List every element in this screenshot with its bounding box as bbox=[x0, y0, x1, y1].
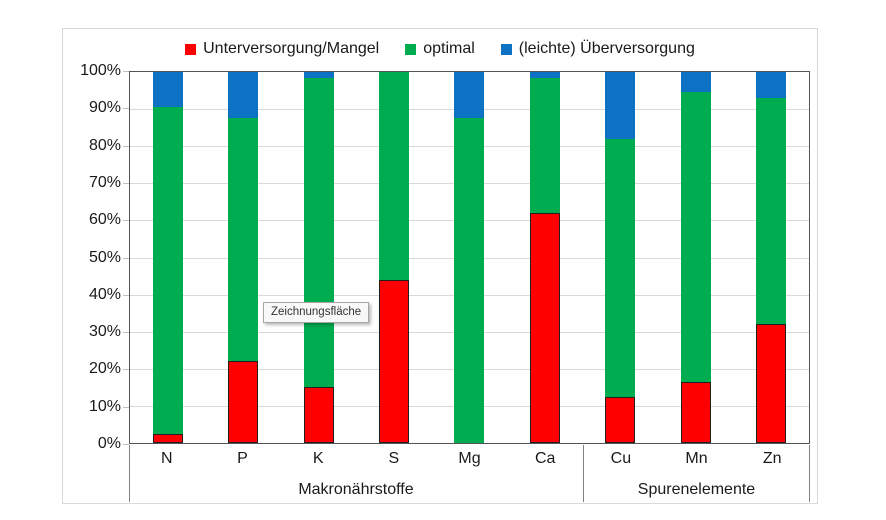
bars-container bbox=[130, 72, 809, 443]
x-axis-label-Zn: Zn bbox=[762, 450, 782, 467]
y-axis-tickmark bbox=[123, 294, 129, 296]
y-axis: 0% 10% 20% 30% 40% 50% 60% 70% 80% 90% 100% bbox=[63, 62, 121, 452]
bar-Mn[interactable] bbox=[680, 72, 711, 443]
bar-N[interactable] bbox=[152, 72, 183, 443]
y-axis-label: 20% bbox=[88, 360, 121, 378]
legend-item-0[interactable]: Unterversorgung/Mangel bbox=[185, 40, 379, 58]
bar-Mg[interactable] bbox=[454, 72, 485, 443]
bar-segment-K[interactable] bbox=[303, 77, 334, 388]
group-label: Spurenelemente bbox=[637, 481, 756, 498]
y-axis-label: 100% bbox=[80, 62, 121, 79]
x-axis-label-Cu: Cu bbox=[610, 450, 632, 467]
y-axis-label: 90% bbox=[88, 99, 121, 117]
y-axis-label: 10% bbox=[88, 397, 121, 415]
bar-segment-K[interactable] bbox=[303, 387, 334, 443]
bar-segment-S[interactable] bbox=[379, 72, 410, 280]
bar-segment-Zn[interactable] bbox=[756, 72, 787, 98]
bar-slot-S bbox=[356, 72, 431, 443]
bar-P[interactable] bbox=[228, 72, 259, 443]
y-axis-tickmark bbox=[123, 332, 129, 334]
y-axis-tickmark bbox=[123, 145, 129, 147]
bar-segment-P[interactable] bbox=[228, 118, 259, 362]
bar-slot-K bbox=[281, 72, 356, 443]
bar-segment-K[interactable] bbox=[303, 72, 334, 78]
y-axis-label: 70% bbox=[88, 173, 121, 191]
legend-label: Unterversorgung/Mangel bbox=[203, 40, 380, 57]
plot-area[interactable] bbox=[129, 71, 810, 444]
y-axis-label: 60% bbox=[88, 211, 121, 229]
bar-slot-Mn bbox=[658, 72, 733, 443]
bar-Cu[interactable] bbox=[605, 72, 636, 443]
bar-segment-Mn[interactable] bbox=[680, 92, 711, 382]
chart-legend: Unterversorgung/Mangel optimal (leichte) Ü… bbox=[63, 40, 817, 58]
y-axis-tickmark bbox=[123, 406, 129, 408]
bar-segment-Mg[interactable] bbox=[454, 72, 485, 119]
bar-segment-Ca[interactable] bbox=[529, 72, 560, 78]
bar-Zn[interactable] bbox=[756, 72, 787, 443]
bar-slot-Cu bbox=[583, 72, 658, 443]
y-axis-label: 80% bbox=[88, 136, 121, 154]
legend-item-1[interactable]: optimal bbox=[405, 40, 475, 58]
bar-segment-P[interactable] bbox=[228, 72, 259, 119]
legend-item-2[interactable]: (leichte) Überversorgung bbox=[500, 40, 695, 58]
legend-label: (leichte) Überversorgung bbox=[518, 40, 695, 57]
bar-segment-Ca[interactable] bbox=[529, 212, 560, 443]
bar-segment-N[interactable] bbox=[152, 433, 183, 443]
legend-swatch-icon bbox=[500, 43, 512, 55]
bar-slot-Ca bbox=[507, 72, 582, 443]
y-axis-label: 30% bbox=[88, 323, 121, 341]
y-axis-label: 50% bbox=[88, 248, 121, 266]
y-axis-tickmark bbox=[123, 220, 129, 222]
x-axis-label-Mg: Mg bbox=[458, 450, 481, 467]
bar-segment-Cu[interactable] bbox=[605, 396, 636, 443]
bar-S[interactable] bbox=[379, 72, 410, 443]
bar-segment-Mn[interactable] bbox=[680, 381, 711, 443]
bar-slot-N bbox=[130, 72, 205, 443]
x-axis-group-labels: Makronährstoffe Spurenelemente bbox=[129, 481, 810, 499]
bar-slot-Mg bbox=[432, 72, 507, 443]
y-axis-label: 0% bbox=[97, 435, 121, 452]
x-axis-label-K: K bbox=[312, 450, 324, 467]
bar-segment-S[interactable] bbox=[379, 279, 410, 443]
x-axis-label-P: P bbox=[237, 450, 248, 467]
bar-slot-Zn bbox=[734, 72, 809, 443]
x-axis-label-S: S bbox=[388, 450, 400, 467]
bar-segment-Mn[interactable] bbox=[680, 72, 711, 93]
bar-segment-N[interactable] bbox=[152, 72, 183, 108]
legend-swatch-icon bbox=[185, 43, 197, 55]
y-axis-tickmark bbox=[123, 444, 129, 445]
y-axis-label: 40% bbox=[88, 285, 121, 303]
bar-segment-Zn[interactable] bbox=[756, 97, 787, 325]
y-axis-tickmark bbox=[123, 182, 129, 184]
x-axis-label-N: N bbox=[161, 450, 173, 467]
x-axis-label-Mn: Mn bbox=[685, 450, 708, 467]
bar-Ca[interactable] bbox=[529, 72, 560, 443]
y-axis-tickmark bbox=[123, 369, 129, 371]
group-label: Makronährstoffe bbox=[298, 481, 414, 498]
bar-K[interactable] bbox=[303, 72, 334, 443]
x-axis-category-labels: N P K S Mg Ca Cu Mn Zn bbox=[129, 450, 810, 468]
plot-area-tooltip: Zeichnungsfläche bbox=[263, 302, 370, 323]
y-axis-tickmark bbox=[123, 108, 129, 110]
bar-segment-N[interactable] bbox=[152, 107, 183, 434]
bar-segment-Zn[interactable] bbox=[756, 324, 787, 443]
chart-frame[interactable]: Unterversorgung/Mangel optimal (leichte) Ü… bbox=[62, 28, 818, 504]
y-axis-tickmark bbox=[123, 71, 129, 72]
bar-segment-Cu[interactable] bbox=[605, 138, 636, 397]
bar-segment-Mg[interactable] bbox=[454, 118, 485, 443]
bar-slot-P bbox=[205, 72, 280, 443]
bar-segment-P[interactable] bbox=[228, 361, 259, 443]
legend-swatch-icon bbox=[405, 43, 417, 55]
x-axis-label-Ca: Ca bbox=[534, 450, 556, 467]
bar-segment-Cu[interactable] bbox=[605, 72, 636, 139]
y-axis-tickmark bbox=[123, 257, 129, 259]
legend-label: optimal bbox=[423, 40, 475, 57]
bar-segment-Ca[interactable] bbox=[529, 77, 560, 213]
